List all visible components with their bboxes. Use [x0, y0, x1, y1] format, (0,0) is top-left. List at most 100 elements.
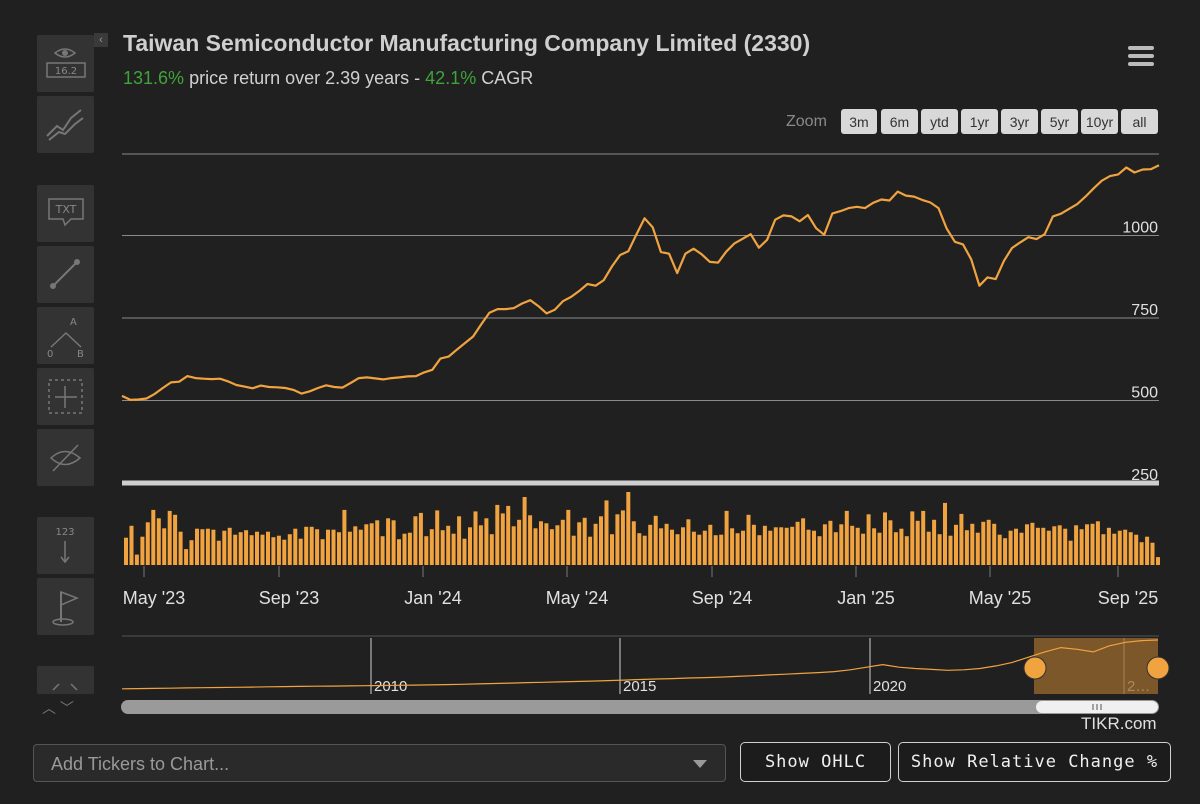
volume-bar [255, 531, 259, 565]
line-draw-tool[interactable] [37, 246, 94, 303]
volume-bar [926, 531, 931, 565]
measure-label-a: A [70, 317, 77, 328]
volume-bars [124, 492, 1160, 565]
volume-bar [910, 511, 915, 565]
hide-tool[interactable] [37, 429, 94, 486]
cagr-value: 42.1% [425, 68, 477, 88]
volume-bar [260, 534, 265, 565]
navigator-background [122, 636, 1159, 694]
volume-bar [424, 536, 429, 565]
volume-bar [293, 528, 298, 565]
volume-bar [1145, 536, 1150, 565]
volume-bar [244, 530, 249, 565]
eye-badge-text: 16.2 [55, 66, 77, 77]
zoom-5yr-button[interactable]: 5yr [1041, 109, 1078, 134]
volume-bar [211, 529, 216, 565]
volume-bar [779, 527, 784, 565]
volume-bar [375, 520, 380, 565]
volume-bar [205, 528, 210, 565]
show-relative-change-button[interactable]: Show Relative Change % [898, 742, 1171, 782]
volume-bar [473, 511, 478, 565]
zoom-3m-button[interactable]: 3m [841, 109, 877, 134]
cagr-label: CAGR [476, 68, 534, 88]
volume-bar [833, 532, 838, 565]
navigator-left-handle[interactable] [1023, 656, 1047, 680]
measure-tool[interactable]: A 0 B [37, 307, 94, 364]
volume-bar [686, 519, 691, 565]
volume-bar [975, 532, 980, 565]
add-tickers-dropdown[interactable]: Add Tickers to Chart... [33, 744, 726, 782]
volume-bar [1112, 533, 1117, 565]
volume-bar [222, 530, 227, 565]
price-series-line[interactable] [121, 164, 1160, 401]
volume-bar [1008, 530, 1013, 565]
zoom-ytd-button[interactable]: ytd [921, 109, 958, 134]
volume-bar [1030, 522, 1035, 565]
volume-bar [822, 524, 827, 565]
volume-bar [588, 536, 593, 565]
volume-bar [992, 523, 997, 565]
volume-bar [566, 509, 571, 565]
navigator-scrollbar-track[interactable] [121, 700, 1159, 714]
visibility-counter-icon: 16.2 [46, 48, 86, 78]
volume-bar [702, 530, 707, 565]
volume-bar [331, 529, 336, 565]
navigator-year-label: 2010 [374, 678, 407, 695]
volume-bar [418, 512, 423, 565]
volume-bar [899, 528, 904, 565]
volume-bar [620, 510, 625, 565]
price-return-value: 131.6% [123, 68, 185, 88]
volume-bar [751, 524, 756, 565]
y-tick-label: 500 [1131, 385, 1158, 402]
volume-bar [883, 512, 887, 565]
trend-tool[interactable] [37, 96, 94, 153]
text-annotation-tool[interactable]: TXT [37, 185, 94, 242]
volume-bar [544, 523, 549, 565]
navigator[interactable]: 2010201520202… [121, 635, 1170, 714]
volume-bar [719, 534, 724, 565]
volume-bar [200, 529, 205, 565]
volume-bar [462, 538, 467, 565]
volume-bar [948, 535, 953, 565]
numbers-order-tool[interactable]: 123 [37, 517, 94, 574]
navigator-year-label: 2020 [873, 678, 906, 695]
zoom-6m-button[interactable]: 6m [881, 109, 918, 134]
volume-bar [506, 505, 511, 565]
volume-bar [364, 524, 369, 565]
volume-bar [877, 532, 882, 565]
zoom-all-button[interactable]: all [1121, 109, 1158, 134]
volume-bar [626, 492, 631, 565]
scrollbar-grip-icon [1092, 704, 1102, 710]
y-tick-label: 250 [1131, 467, 1158, 484]
volume-bar [216, 540, 221, 565]
collapse-toolbar-button[interactable]: ‹ [94, 33, 108, 47]
visibility-counter-tool[interactable]: 16.2 [37, 35, 94, 92]
return-summary: 131.6% price return over 2.39 years - 42… [123, 68, 533, 89]
volume-bar [484, 518, 489, 565]
measure-label-0: 0 [47, 349, 53, 360]
expand-tool[interactable] [37, 666, 94, 694]
navigator-price-line [121, 639, 1159, 690]
hamburger-menu-icon[interactable] [1126, 43, 1156, 69]
zoom-3yr-button[interactable]: 3yr [1001, 109, 1038, 134]
volume-bar [189, 540, 194, 565]
navigator-right-handle[interactable] [1146, 656, 1170, 680]
volume-bar [522, 497, 527, 565]
volume-bar [828, 520, 833, 565]
show-ohlc-button[interactable]: Show OHLC [740, 742, 891, 782]
volume-bar [670, 529, 674, 565]
volume-bar [353, 526, 358, 565]
scroll-toolbar-arrows[interactable]: ︿ ﹀ [42, 700, 74, 716]
zoom-10yr-button[interactable]: 10yr [1081, 109, 1118, 134]
crosshair-select-tool[interactable] [37, 368, 94, 425]
volume-bar [129, 525, 134, 565]
x-tick-label: May '25 [969, 588, 1031, 608]
navigator-selection[interactable] [1034, 638, 1158, 694]
volume-bar [478, 525, 483, 565]
volume-bar [681, 527, 685, 565]
flag-tool[interactable] [37, 578, 94, 635]
volume-bar [921, 510, 926, 565]
measure-icon: A 0 B [47, 317, 84, 360]
zoom-1yr-button[interactable]: 1yr [961, 109, 998, 134]
